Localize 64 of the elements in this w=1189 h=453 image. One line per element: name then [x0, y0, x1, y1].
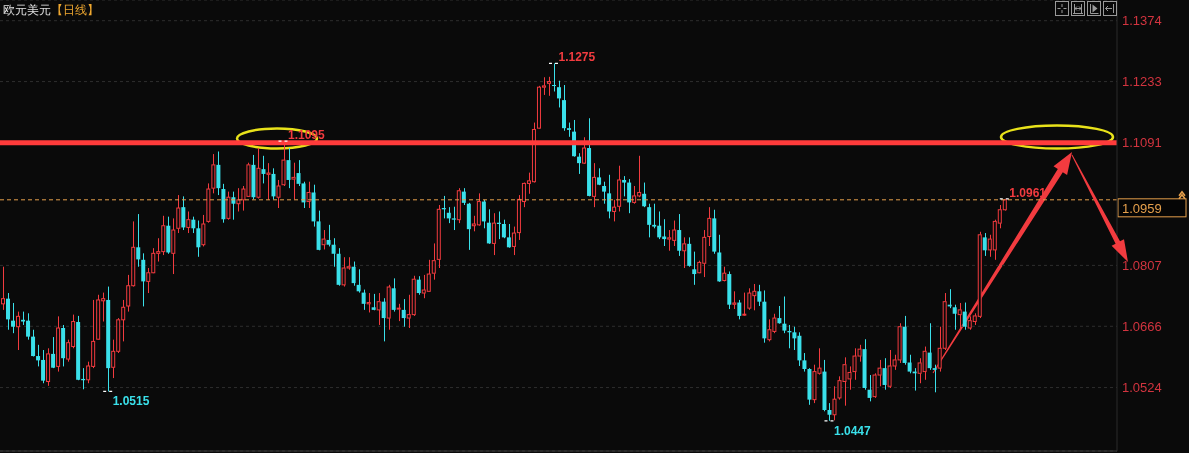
candlestick [491, 212, 496, 256]
candlestick [592, 162, 597, 208]
candlestick [952, 304, 957, 331]
candlestick [677, 213, 682, 257]
candlestick [627, 178, 632, 214]
candlestick [291, 162, 296, 200]
candlestick [56, 315, 61, 373]
candlestick [171, 217, 176, 275]
candlestick [286, 147, 291, 189]
candlestick [707, 206, 712, 247]
candlestick [757, 284, 762, 307]
candlestick [486, 208, 491, 245]
candlestick [737, 299, 742, 320]
candlestick [261, 155, 266, 184]
chart-subtitle: 【日线】 [51, 3, 99, 17]
candlestick [136, 213, 141, 268]
y-tick-label: 1.0807 [1122, 258, 1162, 274]
candlestick [11, 302, 16, 334]
ref-line-label: 1.0959 [1122, 200, 1162, 216]
y-tick-label: 1.1091 [1122, 135, 1162, 151]
candlestick [331, 237, 336, 268]
candlestick [607, 174, 612, 219]
candlestick [692, 251, 697, 286]
candlestick [682, 236, 687, 269]
candlestick [361, 289, 366, 311]
candlestick [271, 167, 276, 200]
annotation: 1.0447 [833, 423, 872, 438]
candlestick [41, 349, 46, 384]
y-tick-label: 1.1233 [1122, 74, 1162, 90]
candlestick [36, 344, 41, 367]
candlestick [6, 292, 11, 331]
candlestick [256, 147, 261, 198]
candlestick [216, 150, 221, 196]
annotation: 1.0515 [112, 394, 150, 409]
candlestick [642, 182, 647, 208]
candlestick [687, 236, 692, 268]
candlestick [782, 295, 787, 334]
candlestick [907, 354, 912, 374]
candlestick [622, 175, 627, 197]
candlestick [181, 195, 186, 231]
candlestick [932, 364, 937, 393]
candlestick [602, 181, 607, 205]
candlestick [647, 203, 652, 238]
candlestick [356, 268, 361, 294]
candlestick [231, 191, 236, 221]
candlestick [196, 220, 201, 258]
candlestick [612, 199, 617, 222]
candlestick [802, 352, 807, 373]
candlestick [141, 252, 146, 307]
annotation: 1.1275 [558, 50, 596, 65]
candlestick [31, 329, 36, 357]
candlestick [51, 336, 56, 369]
candlestick [411, 275, 416, 316]
candlestick [501, 219, 506, 239]
y-tick-label: 1.0666 [1122, 318, 1162, 334]
candlestick [867, 374, 872, 402]
candlestick [266, 162, 271, 201]
y-tick-label: 1.0524 [1122, 380, 1162, 396]
candlestick [577, 152, 582, 175]
candlestick [506, 223, 511, 249]
chart-title: 欧元美元 [3, 3, 51, 17]
candlestick [557, 80, 561, 108]
candlestick [632, 185, 637, 203]
y-tick-label: 1.1374 [1122, 13, 1162, 29]
